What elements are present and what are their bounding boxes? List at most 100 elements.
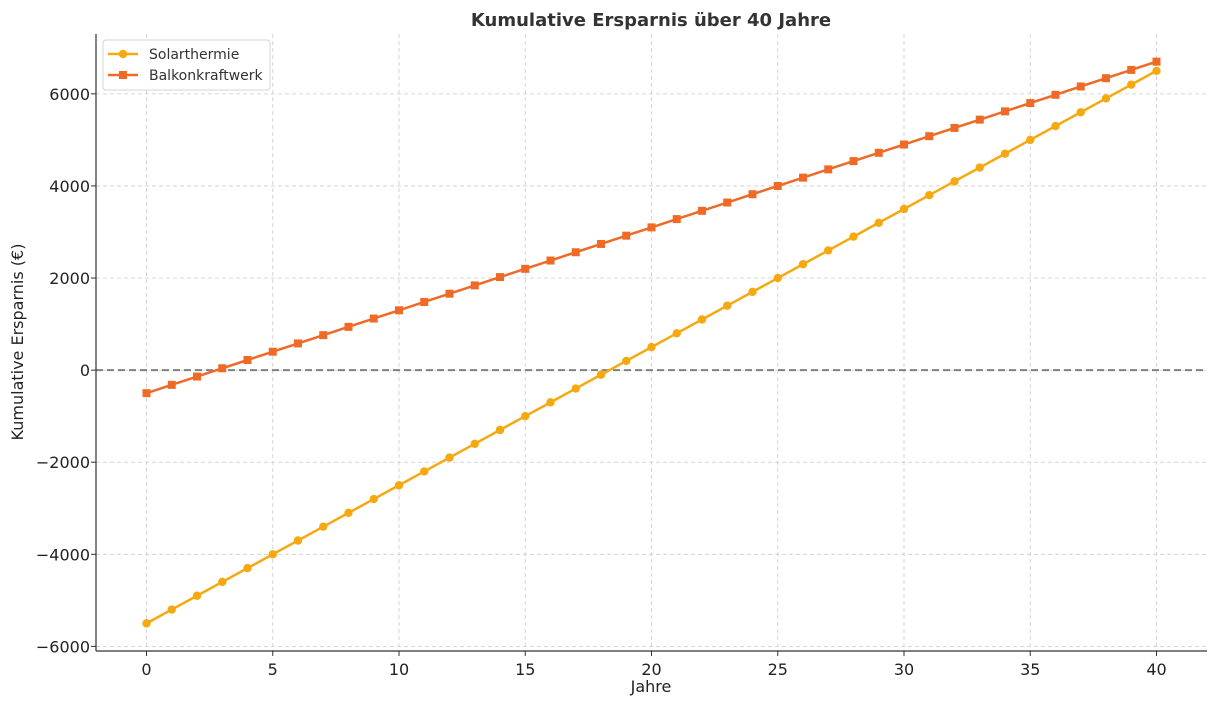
x-axis-label: Jahre xyxy=(630,677,672,696)
data-point xyxy=(571,384,580,393)
data-point xyxy=(1076,108,1085,117)
data-point xyxy=(1000,149,1010,158)
data-point xyxy=(571,248,580,257)
data-point xyxy=(1127,80,1136,89)
x-tick-label: 35 xyxy=(1020,660,1040,679)
data-point xyxy=(672,215,681,224)
chart-title: Kumulative Ersparnis über 40 Jahre xyxy=(471,10,831,31)
data-point xyxy=(899,204,909,214)
data-point xyxy=(773,181,782,190)
data-point xyxy=(319,331,328,340)
data-point xyxy=(369,494,378,504)
data-point xyxy=(1051,121,1060,131)
data-point xyxy=(420,297,429,306)
y-tick-label: 2000 xyxy=(49,269,90,288)
data-point xyxy=(142,619,151,628)
data-point xyxy=(697,315,707,324)
legend-marker xyxy=(119,71,127,79)
data-point xyxy=(193,372,201,381)
data-point xyxy=(142,389,151,398)
data-point xyxy=(344,508,353,518)
y-tick-label: 6000 xyxy=(49,85,90,104)
data-point xyxy=(1076,82,1085,91)
data-point xyxy=(1102,74,1110,83)
data-point xyxy=(218,577,227,587)
series-balkonkraftwerk xyxy=(142,57,1161,398)
data-point xyxy=(773,273,782,283)
y-tick-label: −2000 xyxy=(36,453,90,472)
legend-frame xyxy=(102,39,271,91)
data-point xyxy=(294,339,302,348)
data-point xyxy=(622,356,631,366)
legend: Solarthermie Balkonkraftwerk xyxy=(102,39,271,91)
data-point xyxy=(975,115,984,124)
data-point xyxy=(1101,94,1111,103)
data-point xyxy=(192,591,202,600)
data-point xyxy=(344,322,353,331)
data-point xyxy=(1026,135,1035,145)
data-point xyxy=(925,190,934,200)
x-ticks: 0 5 10 15 20 25 30 35 40 xyxy=(141,651,1167,679)
data-point xyxy=(293,536,303,545)
legend-marker xyxy=(118,49,128,59)
data-point xyxy=(167,605,176,614)
y-tick-label: 4000 xyxy=(49,177,90,196)
data-point xyxy=(596,370,606,379)
data-point xyxy=(900,140,908,149)
data-point xyxy=(1026,99,1035,108)
series-solarthermie xyxy=(142,66,1161,628)
data-point xyxy=(319,522,328,531)
y-tick-label: 0 xyxy=(80,361,90,380)
legend-item: Balkonkraftwerk xyxy=(108,68,264,84)
data-point xyxy=(470,439,479,448)
data-point xyxy=(698,206,706,215)
data-point xyxy=(723,301,732,310)
data-point xyxy=(218,364,227,373)
x-tick-label: 0 xyxy=(141,660,151,679)
x-tick-label: 5 xyxy=(268,660,278,679)
data-point xyxy=(874,148,883,157)
data-point xyxy=(546,256,555,265)
x-tick-label: 40 xyxy=(1146,660,1166,679)
data-point xyxy=(445,289,454,298)
data-point xyxy=(748,190,757,199)
data-point xyxy=(824,246,833,255)
data-point xyxy=(975,163,984,172)
x-tick-label: 10 xyxy=(389,660,409,679)
data-point xyxy=(672,329,681,338)
data-point xyxy=(622,231,631,240)
data-point xyxy=(874,218,883,227)
y-axis-label: Kumulative Ersparnis (€) xyxy=(8,244,27,441)
data-point xyxy=(925,132,934,141)
data-point xyxy=(496,273,504,282)
data-point xyxy=(799,173,807,182)
data-point xyxy=(849,232,858,241)
data-point xyxy=(470,281,479,290)
legend-item: Solarthermie xyxy=(108,47,239,63)
x-tick-label: 30 xyxy=(894,660,914,679)
data-point xyxy=(495,425,505,435)
y-tick-label: −4000 xyxy=(36,545,90,564)
data-point xyxy=(369,314,378,323)
data-point xyxy=(647,342,656,352)
data-point xyxy=(647,223,656,232)
data-point xyxy=(521,264,530,273)
data-point xyxy=(1001,107,1009,116)
data-point xyxy=(849,157,858,166)
data-point xyxy=(950,177,959,186)
x-tick-label: 20 xyxy=(641,660,661,679)
data-point xyxy=(268,347,277,356)
data-point xyxy=(521,411,530,421)
data-point xyxy=(1152,57,1161,66)
data-point xyxy=(268,550,277,559)
data-point xyxy=(1127,65,1136,74)
data-point xyxy=(798,260,808,269)
x-tick-label: 25 xyxy=(768,660,788,679)
data-point xyxy=(394,481,404,490)
x-tick-label: 15 xyxy=(515,660,535,679)
data-point xyxy=(395,306,403,315)
data-point xyxy=(243,563,252,573)
legend-label: Balkonkraftwerk xyxy=(149,68,264,84)
